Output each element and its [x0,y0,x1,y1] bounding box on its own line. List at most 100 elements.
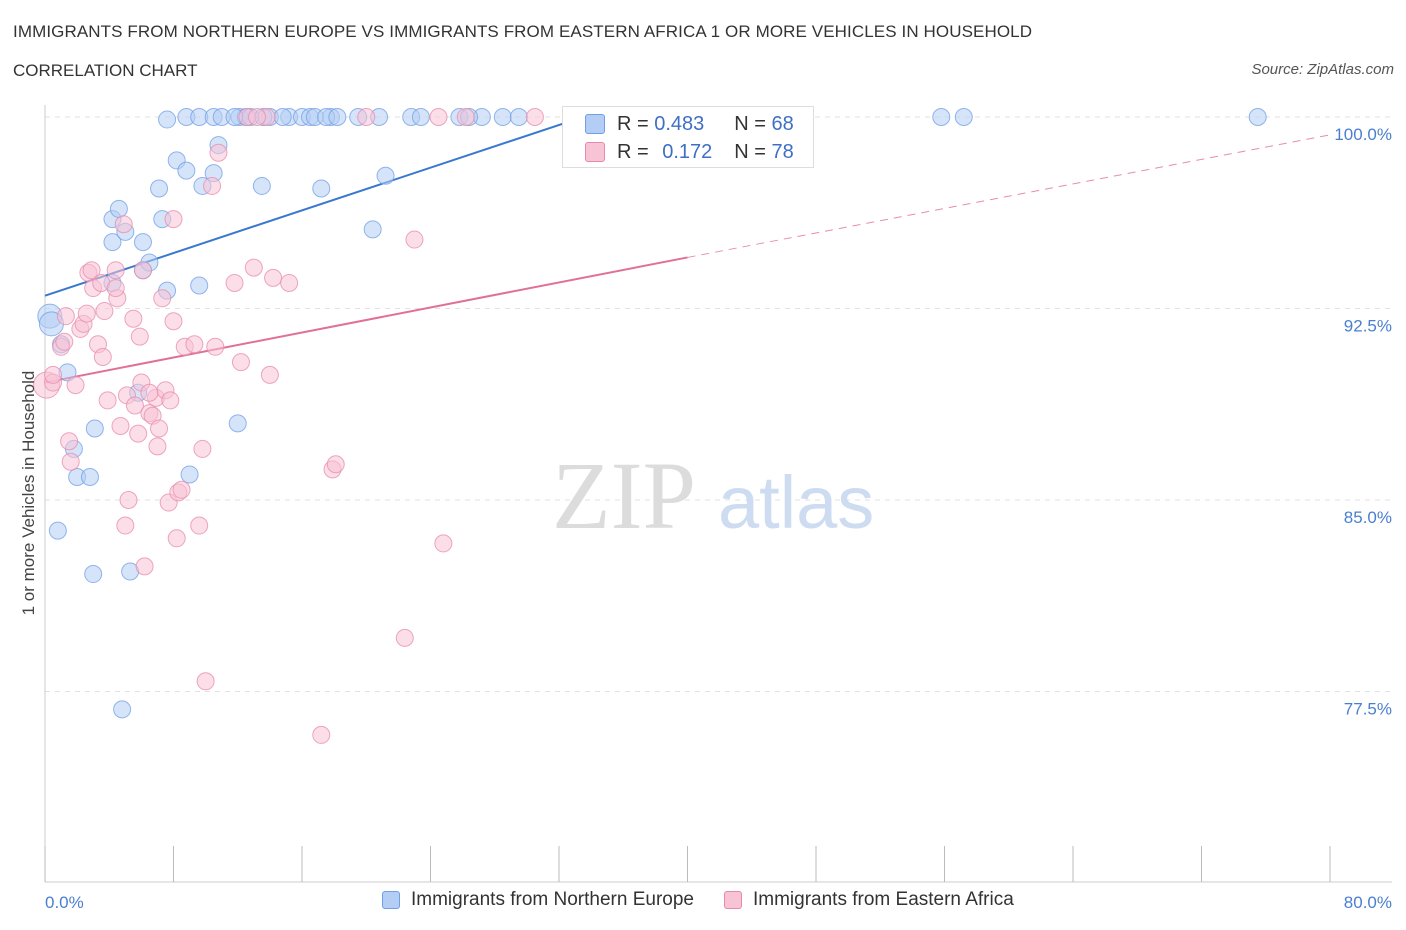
point-eastern-africa [119,491,138,509]
legend-label-northern-europe: Immigrants from Northern Europe [411,889,694,910]
stats-row-pink: R = 0.172 N = 78 [585,139,794,165]
y-tick-label: 77.5% [1344,700,1392,719]
point-northern-europe [312,179,331,198]
point-eastern-africa [248,108,267,126]
point-northern-europe [228,414,247,433]
point-eastern-africa [56,307,75,326]
point-northern-europe [133,233,152,252]
point-eastern-africa [44,365,63,384]
y-tick-label: 100.0% [1334,125,1392,144]
y-tick-label: 85.0% [1344,508,1392,527]
point-eastern-africa [164,312,183,331]
point-eastern-africa [95,302,114,321]
point-eastern-africa [312,725,331,744]
data-points [33,108,1267,744]
legend: Immigrants from Northern Europe Immigran… [382,889,1044,911]
point-northern-europe [48,521,67,540]
point-northern-europe [80,468,99,487]
point-eastern-africa [244,258,263,277]
axes [44,105,1392,883]
point-northern-europe [84,565,103,584]
point-eastern-africa [93,348,112,367]
point-eastern-africa [206,337,225,356]
point-eastern-africa [111,416,130,435]
point-northern-europe [932,108,951,126]
stats-r-blue: 0.483 [654,112,705,135]
x-tick-min: 0.0% [45,893,84,912]
point-eastern-africa [434,534,453,553]
trend-lines [44,116,1331,384]
point-eastern-africa [260,365,279,384]
point-eastern-africa [196,672,215,691]
point-northern-europe [328,108,347,126]
stats-r-pink: 0.172 [662,140,713,163]
point-eastern-africa [77,304,96,323]
point-eastern-africa [209,143,228,162]
x-tick-max: 80.0% [1344,893,1392,912]
stats-r-label-pink: R = [617,140,649,163]
chart-subtitle: CORRELATION CHART [13,61,198,80]
point-eastern-africa [405,230,424,249]
point-eastern-africa [140,383,159,402]
stats-swatch-blue [585,114,605,134]
point-eastern-africa [164,210,183,229]
point-northern-europe [150,179,169,198]
point-eastern-africa [525,108,544,126]
chart-title: IMMIGRANTS FROM NORTHERN EUROPE VS IMMIG… [13,22,1033,41]
point-eastern-africa [60,432,79,451]
watermark-zip: ZIP [552,442,696,549]
point-eastern-africa [357,108,376,126]
point-eastern-africa [429,108,448,126]
stats-n-label-pink: N = [734,140,766,163]
point-northern-europe [158,110,177,129]
point-eastern-africa [106,279,125,298]
point-northern-europe [103,233,122,252]
watermark-atlas: atlas [718,461,874,544]
point-northern-europe [509,108,528,126]
point-northern-europe [113,700,132,719]
point-eastern-africa [66,376,85,395]
point-eastern-africa [395,628,414,647]
point-eastern-africa [61,452,80,471]
point-eastern-africa [116,516,135,535]
point-eastern-africa [150,419,169,438]
legend-swatch-pink [724,891,742,909]
point-northern-europe [109,199,128,218]
point-eastern-africa [456,108,475,126]
legend-item-northern-europe[interactable]: Immigrants from Northern Europe [382,889,694,911]
point-eastern-africa [133,261,152,280]
y-tick-label: 92.5% [1344,317,1392,336]
point-eastern-africa [161,391,180,410]
legend-label-eastern-africa: Immigrants from Eastern Africa [753,889,1014,910]
stats-swatch-pink [585,142,605,162]
point-eastern-africa [225,273,244,292]
point-eastern-africa [264,268,283,287]
trend-line-eastern-africa-extension [687,134,1331,258]
point-eastern-africa [231,353,250,372]
point-eastern-africa [135,557,154,576]
point-northern-europe [85,419,104,438]
point-eastern-africa [172,480,191,499]
point-eastern-africa [98,391,117,410]
point-eastern-africa [193,439,212,458]
point-northern-europe [376,166,395,185]
point-northern-europe [1248,108,1267,126]
point-eastern-africa [130,327,149,346]
point-northern-europe [180,465,199,484]
legend-item-eastern-africa[interactable]: Immigrants from Eastern Africa [724,889,1014,911]
point-northern-europe [177,161,196,180]
source-label: Source: ZipAtlas.com [1251,61,1394,78]
trend-line-northern-europe [44,116,584,297]
y-axis-label: 1 or more Vehicles in Household [19,371,38,616]
point-northern-europe [252,176,271,195]
tick-labels: 77.5% 85.0% 92.5% 100.0% [1334,125,1392,719]
point-eastern-africa [114,215,133,234]
point-eastern-africa [125,396,144,415]
stats-box: R = 0.483 N = 68 R = 0.172 N = 78 [562,106,814,168]
point-eastern-africa [106,261,125,280]
point-northern-europe [954,108,973,126]
point-eastern-africa [82,261,101,280]
stats-row-blue: R = 0.483 N = 68 [585,111,794,137]
trend-line-eastern-africa [44,256,688,384]
stats-n-pink: 78 [771,140,794,163]
